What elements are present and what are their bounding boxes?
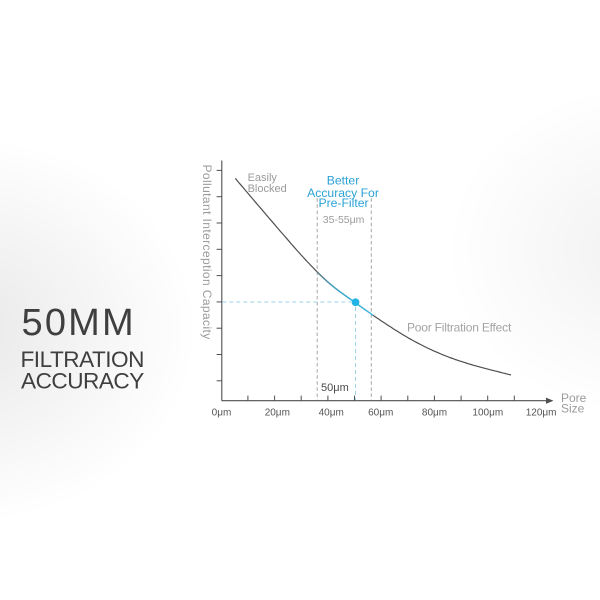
svg-text:60μm: 60μm: [368, 408, 393, 419]
svg-text:Better: Better: [327, 173, 360, 187]
svg-text:80μm: 80μm: [422, 408, 447, 419]
svg-text:20μm: 20μm: [265, 408, 290, 419]
svg-text:FILTRATION: FILTRATION: [21, 347, 144, 372]
svg-text:Accuracy For: Accuracy For: [307, 186, 379, 200]
svg-text:120μm: 120μm: [526, 408, 557, 419]
svg-text:Pore: Pore: [561, 391, 587, 405]
svg-text:Blocked: Blocked: [248, 183, 287, 195]
svg-text:50MM: 50MM: [22, 302, 136, 344]
svg-text:Poor Filtration Effect: Poor Filtration Effect: [407, 321, 512, 335]
svg-text:40μm: 40μm: [319, 408, 344, 419]
svg-text:0μm: 0μm: [212, 408, 232, 419]
svg-text:Pollutant Interception Capacit: Pollutant Interception Capacity: [200, 165, 214, 340]
svg-text:Pre-Filter: Pre-Filter: [318, 196, 368, 210]
svg-text:100μm: 100μm: [472, 408, 503, 419]
svg-text:35-55μm: 35-55μm: [323, 214, 365, 226]
svg-text:Easily: Easily: [248, 172, 278, 184]
svg-text:50μm: 50μm: [321, 382, 349, 394]
svg-text:Size: Size: [561, 401, 585, 415]
svg-text:ACCURACY: ACCURACY: [21, 369, 144, 394]
